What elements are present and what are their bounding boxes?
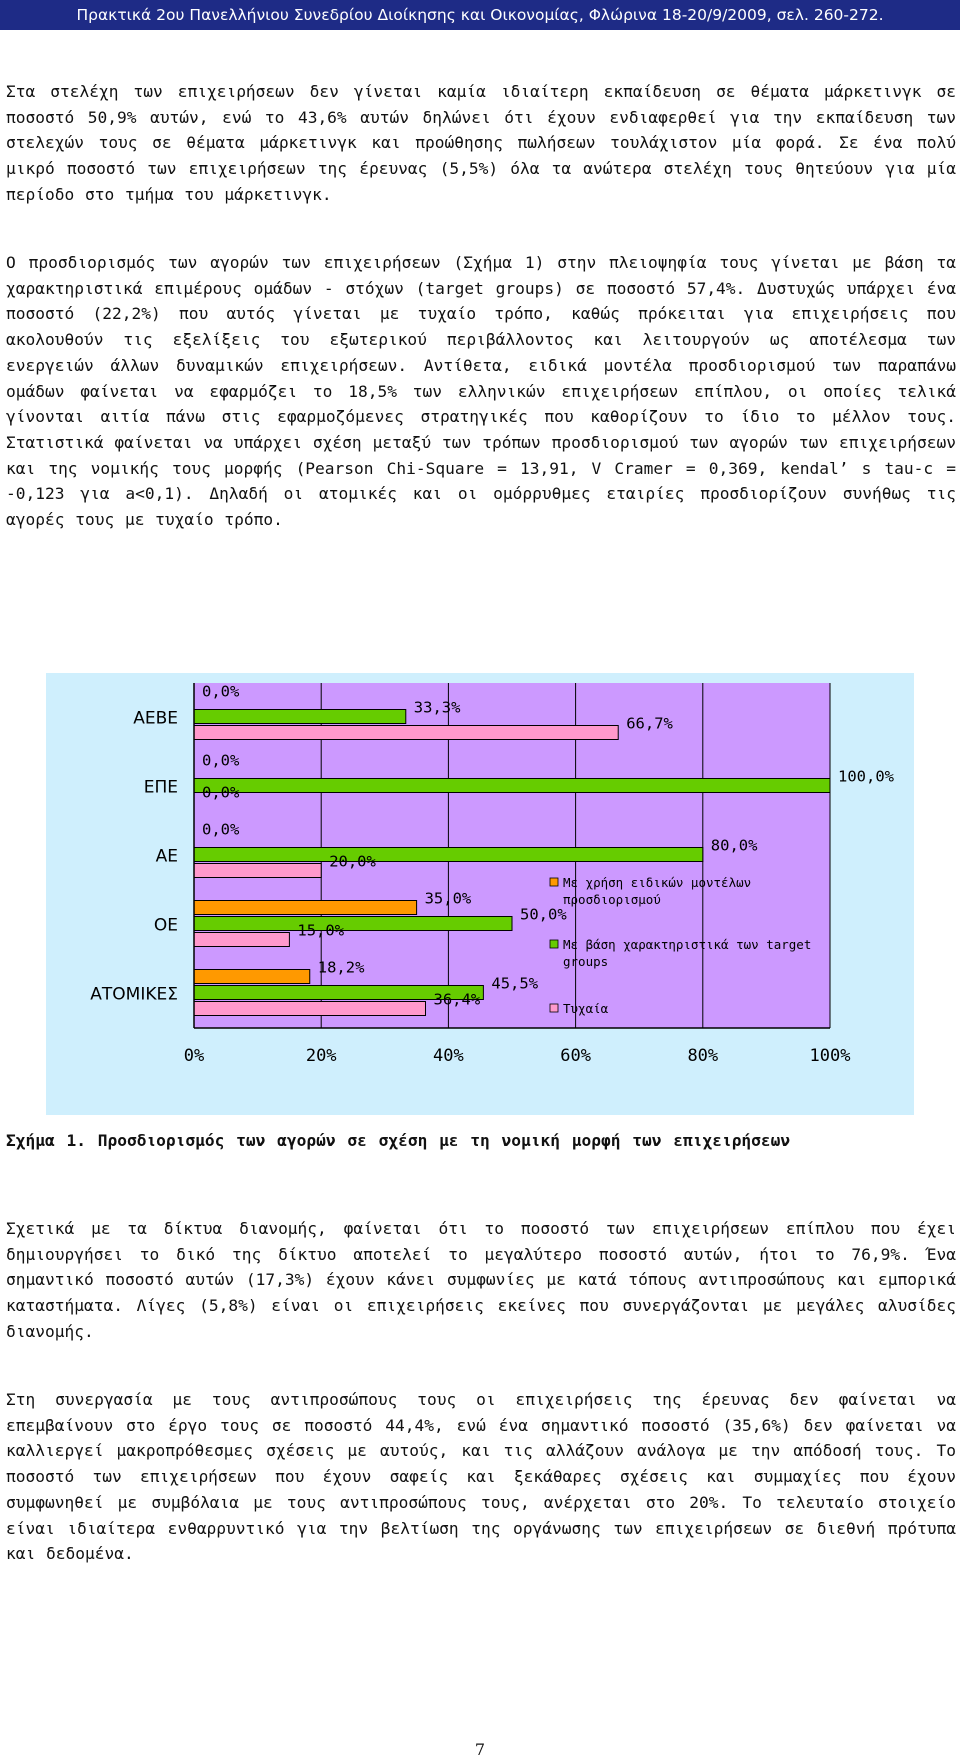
data-label: 35,0% (425, 890, 472, 908)
paragraph-2: Ο προσδιορισμός των αγορών των επιχειρήσ… (6, 253, 956, 530)
data-label: 15,0% (297, 922, 344, 940)
chart-svg: ΑΕΒΕ 0,0% 33,3% 66,7% ΕΠΕ 0,0% 100,0% 0,0% ΑΕ 0,0… (90, 683, 895, 1067)
data-label: 0,0% (202, 752, 240, 770)
legend-label: Τυχαία (563, 1001, 609, 1016)
x-tick-label: 20% (306, 1046, 337, 1066)
x-tick-label: 40% (433, 1046, 464, 1066)
category-label: ΟΕ (154, 916, 178, 936)
category-label: ΑΤΟΜΙΚΕΣ (90, 985, 178, 1005)
category-label: ΑΕ (156, 847, 178, 867)
x-tick-label: 100% (810, 1046, 851, 1066)
legend-label: Με χρήση ειδικών μοντέλων (563, 875, 751, 890)
data-label: 100,0% (838, 768, 895, 786)
figure-caption: Σχήμα 1. Προσδιορισμός των αγορών σε σχέ… (6, 1131, 791, 1150)
data-label: 18,2% (318, 959, 365, 977)
data-label: 0,0% (202, 683, 240, 701)
data-label: 80,0% (711, 837, 758, 855)
data-label: 36,4% (434, 991, 481, 1009)
x-tick-label: 0% (184, 1046, 204, 1066)
legend-label: προσδιορισμού (563, 892, 661, 907)
legend-label: Με βάση χαρακτηριστικά των target (563, 937, 811, 952)
data-label: 20,0% (329, 853, 376, 871)
figure-1-chart: ΑΕΒΕ 0,0% 33,3% 66,7% ΕΠΕ 0,0% 100,0% 0,0% ΑΕ 0,0… (46, 673, 914, 1115)
page-header: Πρακτικά 2ου Πανελλήνιου Συνεδρίου Διοίκ… (0, 0, 960, 30)
x-tick-label: 80% (687, 1046, 718, 1066)
bar (193, 863, 322, 878)
bar (193, 709, 407, 724)
category-label: ΕΠΕ (144, 778, 178, 798)
data-label: 0,0% (202, 821, 240, 839)
page-number: 7 (474, 1740, 486, 1759)
bar (193, 778, 831, 793)
legend-swatch (549, 939, 559, 949)
bar (193, 725, 619, 740)
paragraph-4: Στη συνεργασία με τους αντιπροσώπους του… (6, 1390, 956, 1564)
bar (193, 932, 290, 947)
data-label: 0,0% (202, 784, 240, 802)
legend-label: groups (563, 954, 608, 969)
data-label: 45,5% (491, 975, 538, 993)
bar (193, 969, 311, 984)
bar (193, 900, 418, 915)
data-label: 66,7% (626, 715, 673, 733)
bar (193, 916, 513, 931)
paragraph-3: Σχετικά με τα δίκτυα διανομής, φαίνεται … (6, 1219, 956, 1341)
data-label: 33,3% (414, 699, 461, 717)
bar (193, 847, 704, 862)
x-tick-label: 60% (560, 1046, 591, 1066)
paragraph-1: Στα στελέχη των επιχειρήσεων δεν γίνεται… (6, 82, 956, 204)
legend-swatch (549, 1003, 559, 1013)
data-label: 50,0% (520, 906, 567, 924)
bar (193, 1001, 427, 1016)
category-label: ΑΕΒΕ (133, 709, 178, 729)
legend-swatch (549, 877, 559, 887)
